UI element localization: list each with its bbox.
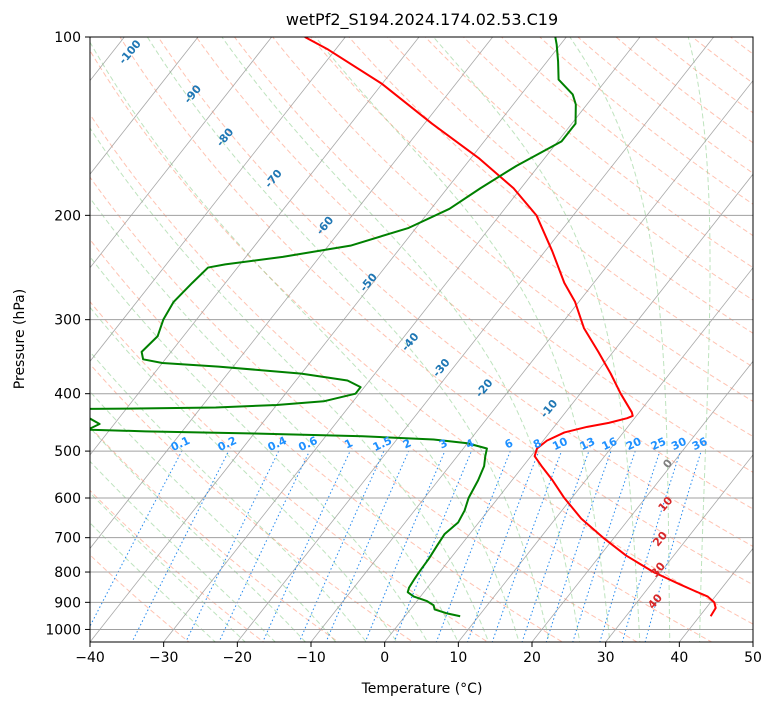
isotherm-line	[90, 37, 199, 175]
x-tick-label: −40	[75, 650, 105, 666]
dry-adiabat-line	[90, 238, 564, 642]
mixing-ratio-line	[644, 450, 702, 642]
x-tick-label: −30	[149, 650, 179, 666]
mixing-ratio-label: 20	[624, 435, 644, 453]
y-tick-label: 300	[54, 313, 81, 329]
isotherm-line	[605, 454, 753, 642]
mixing-ratio-line	[185, 450, 280, 642]
isotherm-line	[236, 37, 715, 642]
mixing-ratio-label: 36	[690, 435, 710, 453]
dry-adiabat-line	[539, 37, 753, 205]
moist-adiabat-line	[90, 427, 307, 642]
dry-adiabat-line	[195, 37, 753, 510]
mixing-ratio-line	[364, 450, 446, 642]
mixing-ratio-line	[325, 450, 410, 642]
x-axis-label: Temperature (°C)	[361, 681, 483, 697]
isotherm-line	[90, 37, 273, 269]
dry-adiabat-line	[272, 37, 753, 438]
y-tick-label: 200	[54, 208, 81, 224]
mixing-ratio-line	[262, 450, 351, 642]
temperature-line	[304, 37, 717, 617]
dry-adiabat-line	[462, 37, 753, 269]
x-tick-label: 20	[523, 650, 541, 666]
dry-adiabat-line	[233, 37, 753, 473]
x-tick-label: 10	[449, 650, 467, 666]
dry-adiabat-line	[90, 363, 414, 642]
y-tick-label: 900	[54, 595, 81, 611]
dry-adiabat-line	[90, 49, 753, 625]
isotherm-line	[310, 79, 753, 642]
mixing-ratio-line	[131, 450, 230, 642]
isotherm-line	[384, 173, 753, 642]
dry-adiabat-line	[157, 37, 753, 548]
mixing-ratio-label: 30	[669, 435, 689, 453]
isotherm-line	[90, 37, 420, 456]
mixing-ratio-line	[435, 450, 511, 642]
mixing-ratio-line	[393, 450, 472, 642]
dry-adiabat-line	[90, 426, 340, 642]
chart-title: wetPf2_S194.2024.174.02.53.C19	[286, 10, 558, 30]
y-tick-label: 500	[54, 444, 81, 460]
dry-adiabat-line	[90, 300, 489, 642]
profile-series	[90, 37, 717, 618]
plot-frame	[89, 36, 754, 643]
isotherm-line	[90, 37, 567, 642]
x-axis: −40 −30 −20 −10 0 10 20 30 40 50	[75, 642, 762, 666]
mixing-ratio-label: 25	[649, 435, 668, 453]
isotherm-line	[90, 37, 346, 362]
dry-adiabat-line	[119, 37, 753, 586]
isotherm-line	[163, 37, 641, 642]
x-tick-label: 0	[380, 650, 389, 666]
isotherm-line	[90, 37, 494, 550]
dewpoint-line	[90, 37, 577, 618]
mixing-ratio-label: 10	[550, 435, 570, 453]
moist-adiabat-line	[315, 37, 611, 642]
isotherm-line	[531, 360, 753, 642]
x-tick-label: 50	[744, 650, 762, 666]
y-axis: 100 200 300 400 500 600 700 800 900 1000	[45, 30, 90, 638]
dry-adiabat-line	[310, 37, 753, 402]
moist-adiabat-line	[90, 306, 398, 642]
dry-adiabat-line	[90, 113, 713, 642]
pressure-gridlines	[90, 37, 753, 630]
y-tick-label: 800	[54, 565, 81, 581]
mixing-ratio-label: 16	[600, 435, 620, 453]
y-tick-label: 1000	[45, 622, 81, 638]
x-tick-label: −20	[223, 650, 253, 666]
x-tick-label: 30	[597, 650, 615, 666]
mixing-ratio-line	[466, 450, 540, 642]
y-tick-label: 100	[54, 30, 81, 46]
mixing-ratio-line	[621, 450, 681, 642]
x-tick-label: 40	[670, 650, 688, 666]
mixing-ratio-label: 13	[578, 435, 597, 453]
mixing-ratio-line	[298, 450, 385, 642]
isotherm-line	[457, 267, 753, 642]
y-tick-label: 600	[54, 491, 81, 507]
y-tick-label: 400	[54, 387, 81, 403]
mixing-ratio-line	[218, 450, 310, 642]
dry-adiabat-line	[615, 37, 753, 144]
dry-adiabat-line	[424, 37, 753, 301]
mixing-ratio-line	[599, 450, 661, 642]
y-tick-label: 700	[54, 531, 81, 547]
dry-adiabat-line	[577, 37, 753, 174]
moist-adiabat-line	[221, 37, 581, 642]
y-axis-label: Pressure (hPa)	[12, 289, 28, 389]
x-tick-label: −10	[296, 650, 326, 666]
